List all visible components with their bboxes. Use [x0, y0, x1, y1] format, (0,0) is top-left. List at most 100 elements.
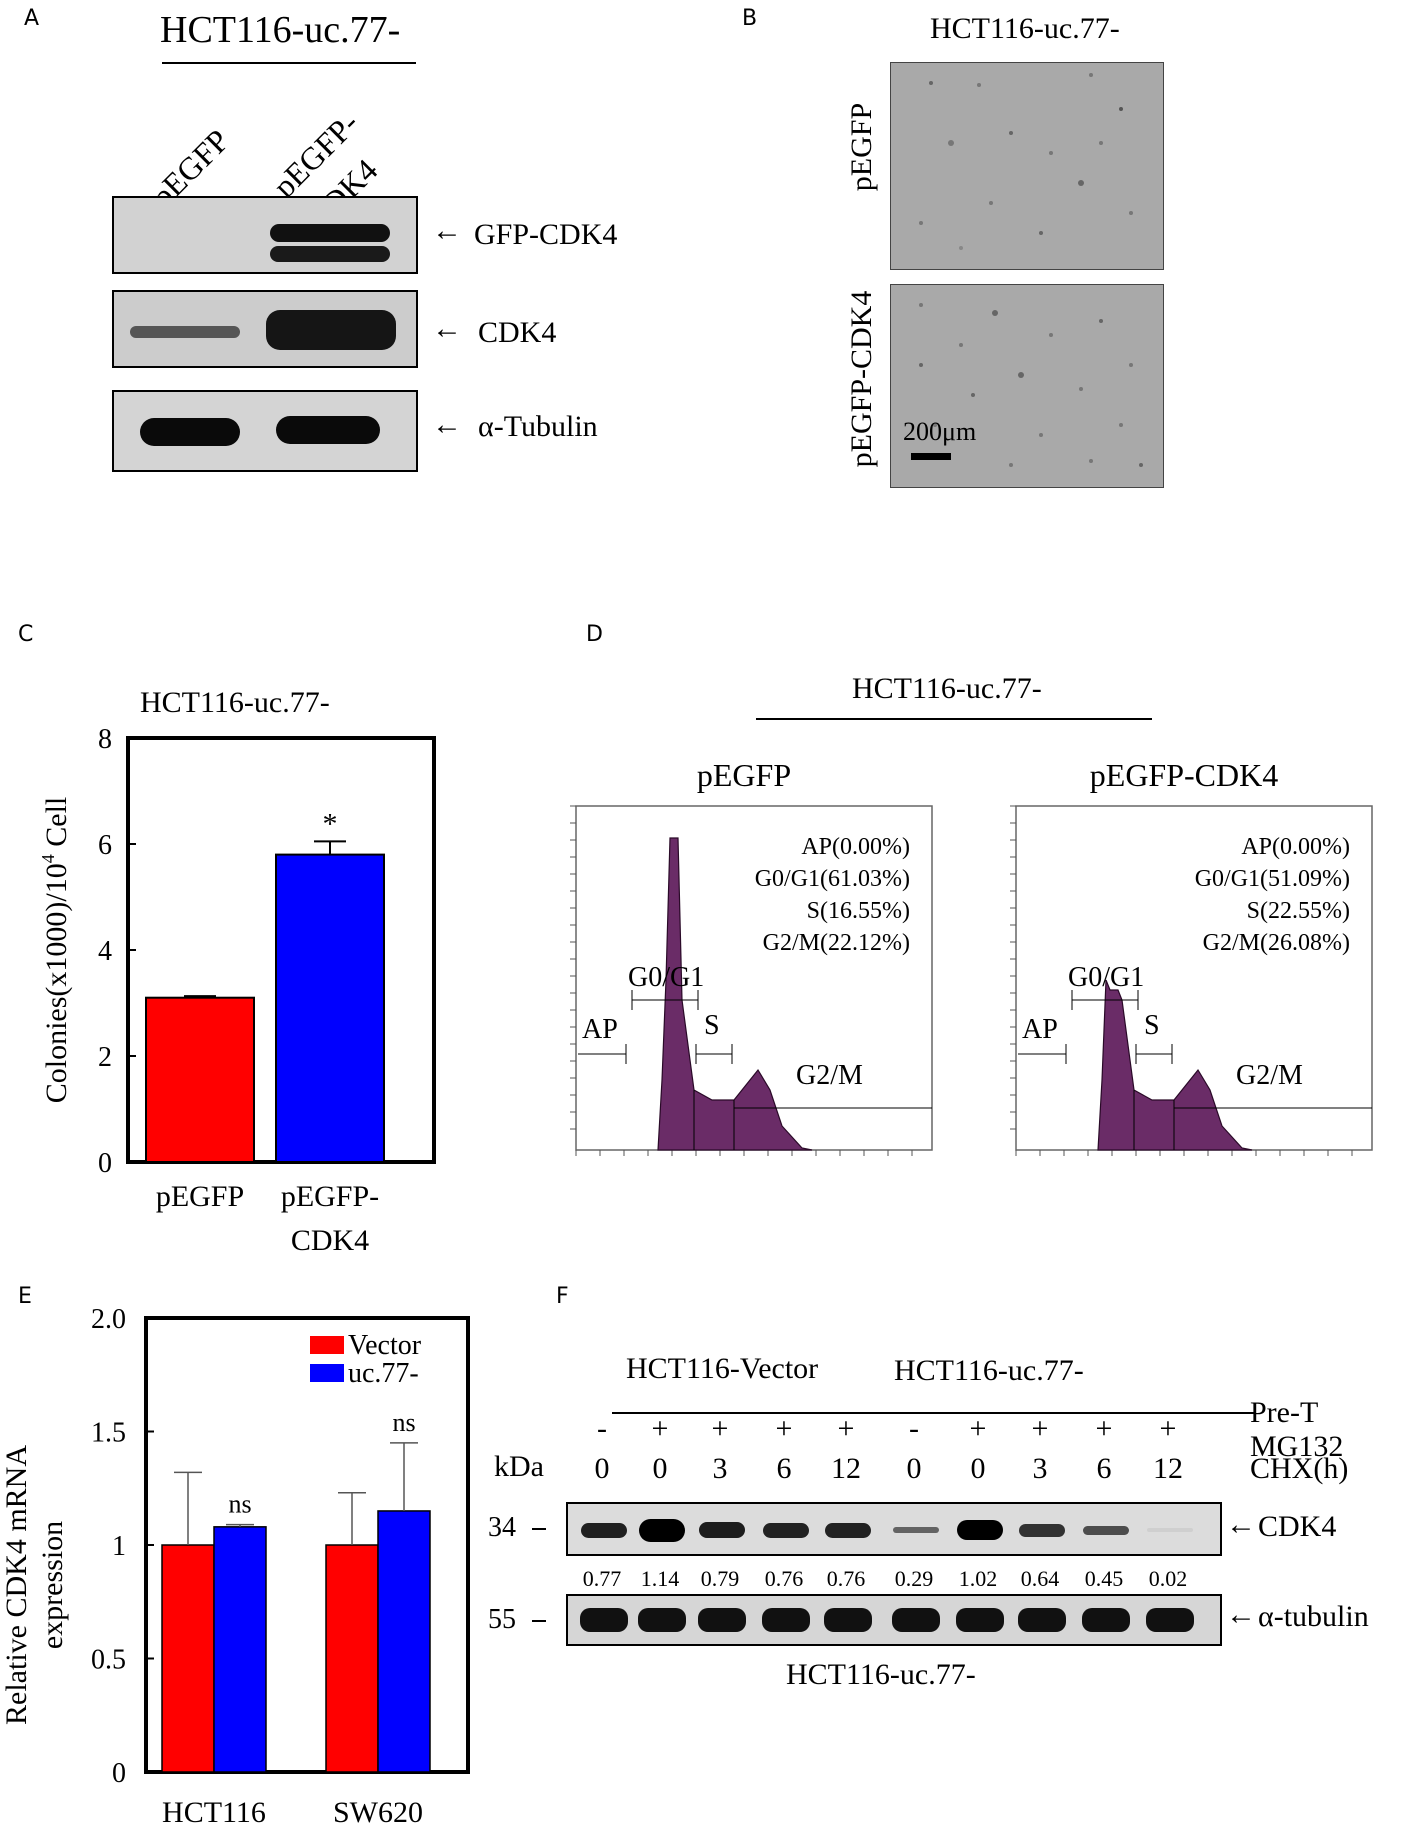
histogram-title: pEGFP — [697, 757, 791, 793]
row-label-pegfp: pEGFP — [845, 102, 878, 192]
colony-dots — [919, 73, 1133, 250]
band-cdk4 — [957, 1520, 1003, 1540]
chart-c-title: HCT116-uc.77- — [140, 686, 330, 719]
panel-letter-d: D — [586, 622, 603, 647]
gate-label-ap: AP — [582, 1014, 618, 1045]
bar — [325, 1544, 379, 1773]
gate-label-s: S — [704, 1010, 720, 1041]
marker-tick — [532, 1620, 546, 1622]
x-tick-label: HCT116 — [162, 1796, 266, 1824]
histogram-frame — [1015, 805, 1373, 1151]
band-tubulin — [1146, 1608, 1194, 1632]
band-tubulin — [580, 1608, 628, 1632]
x-tick-label: pEGFP — [156, 1180, 244, 1213]
chx-timepoint: 0 — [970, 1452, 986, 1485]
panel-f-caption: HCT116-uc.77- — [786, 1658, 976, 1691]
blot-label-chx-cdk4: CDK4 — [1258, 1510, 1337, 1543]
significance-mark: ns — [392, 1408, 415, 1437]
band-gfp-cdk4-upper — [270, 224, 390, 242]
mg132-sign: + — [969, 1412, 987, 1445]
y-axis-label-sup: 4 — [38, 854, 58, 863]
band-cdk4-lane1 — [130, 326, 240, 338]
histogram-stat: S(16.55%) — [807, 898, 910, 924]
gate-label-g2m: G2/M — [796, 1060, 863, 1091]
panel-b-title: HCT116-uc.77- — [930, 12, 1120, 45]
quant-value: 0.29 — [894, 1566, 934, 1591]
y-tick-label: 0.5 — [91, 1645, 126, 1676]
mg132-sign: + — [837, 1412, 855, 1445]
panel-a-title: HCT116-uc.77- — [160, 9, 401, 51]
arrow-icon: ← — [1226, 1598, 1256, 1631]
band-cdk4-lane2 — [266, 310, 396, 350]
quant-value: 0.02 — [1148, 1566, 1188, 1591]
y-tick-label: 0 — [98, 1148, 112, 1179]
quant-value: 0.76 — [826, 1566, 866, 1591]
arrow-icon: ← — [432, 312, 462, 345]
bar — [161, 1544, 215, 1773]
colony-image-pegfp — [890, 62, 1164, 270]
kda-label: kDa — [494, 1450, 544, 1483]
band-tubulin-lane1 — [140, 418, 240, 446]
chx-timepoint: 6 — [776, 1452, 792, 1485]
band-tubulin — [824, 1608, 872, 1632]
bar — [275, 853, 385, 1163]
band-tubulin — [892, 1608, 940, 1632]
blot-label-alpha-tubulin: α-Tubulin — [478, 410, 598, 443]
blot-alpha-tubulin — [112, 390, 418, 472]
chart-e-frame — [144, 1316, 470, 1774]
histogram-frame — [575, 805, 933, 1151]
panel-letter-e: E — [18, 1284, 32, 1309]
band-tubulin-lane2 — [276, 416, 380, 444]
histogram-fill — [657, 837, 813, 1151]
y-tick-label: 2.0 — [91, 1304, 126, 1335]
band-tubulin — [638, 1608, 686, 1632]
chx-timepoint: 6 — [1096, 1452, 1112, 1485]
group-label-vector: HCT116-Vector — [626, 1352, 819, 1385]
quant-value: 0.77 — [582, 1566, 622, 1591]
y-tick-label: 6 — [98, 830, 112, 861]
quant-value: 0.64 — [1020, 1566, 1060, 1591]
marker-tick — [532, 1528, 546, 1530]
chx-timepoint: 3 — [712, 1452, 728, 1485]
band-tubulin — [1082, 1608, 1130, 1632]
y-tick-label: 1 — [112, 1531, 126, 1562]
arrow-icon: ← — [432, 214, 462, 247]
mg132-sign: + — [651, 1412, 669, 1445]
panel-letter-c: C — [18, 622, 34, 647]
bar — [145, 996, 255, 1164]
quant-value: 0.45 — [1084, 1566, 1124, 1591]
x-tick-label: CDK4 — [291, 1224, 369, 1257]
band-cdk4 — [893, 1527, 939, 1533]
arrow-icon: ← — [1226, 1508, 1256, 1541]
x-tick-label: SW620 — [333, 1796, 423, 1824]
legend-label: Vector — [348, 1330, 422, 1361]
scale-bar-label: 200μm — [903, 417, 977, 446]
histogram-stat: AP(0.00%) — [801, 834, 910, 860]
group-underline — [612, 1412, 1256, 1414]
blot-chx-cdk4 — [566, 1502, 1222, 1556]
chart-c-frame — [126, 736, 436, 1164]
band-tubulin — [762, 1608, 810, 1632]
band-gfp-cdk4-lower — [270, 246, 390, 262]
mg132-sign: - — [597, 1412, 607, 1445]
significance-mark: * — [323, 807, 338, 840]
chx-timepoint: 0 — [906, 1452, 922, 1485]
y-axis-label-main: Colonies(x1000)/10 — [40, 863, 73, 1103]
panel-a-title-underline — [162, 62, 416, 64]
gate-label-g2m: G2/M — [1236, 1060, 1303, 1091]
scale-bar — [911, 453, 951, 460]
band-cdk4 — [1083, 1525, 1129, 1535]
mg132-sign: + — [775, 1412, 793, 1445]
arrow-icon: ← — [432, 408, 462, 441]
marker-55: 55 — [488, 1604, 516, 1635]
y-tick-label: 4 — [98, 936, 112, 967]
gate-label-s: S — [1144, 1010, 1160, 1041]
band-cdk4 — [1019, 1523, 1065, 1537]
y-tick-label: 0 — [112, 1758, 126, 1789]
blot-gfp-cdk4 — [112, 196, 418, 274]
blot-label-cdk4: CDK4 — [478, 316, 557, 349]
band-tubulin — [1018, 1608, 1066, 1632]
row-label-mg132: Pre-T MG132 — [1250, 1396, 1344, 1463]
quant-value: 1.14 — [640, 1566, 680, 1591]
legend-swatch — [310, 1336, 344, 1354]
